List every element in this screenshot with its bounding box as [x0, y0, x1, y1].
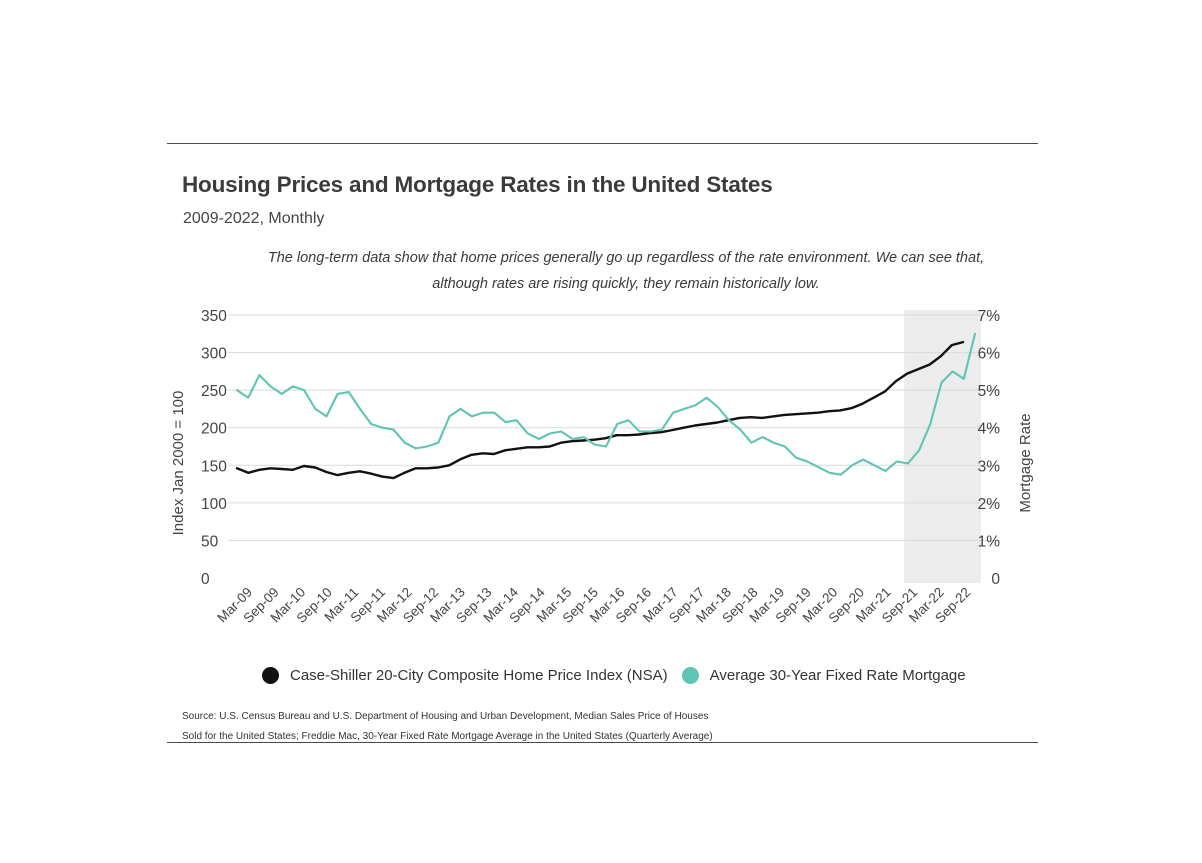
y-tick-left: 250: [201, 383, 227, 400]
highlight-band: [904, 310, 981, 583]
y-tick-right: 3%: [978, 458, 1001, 475]
chart-title: Housing Prices and Mortgage Rates in the…: [182, 172, 773, 197]
y-tick-left: 350: [201, 308, 227, 325]
y-tick-left: 200: [201, 421, 227, 438]
legend-dot-index: [262, 667, 279, 684]
y-tick-right: 5%: [978, 383, 1001, 400]
chart-note-line2: although rates are rising quickly, they …: [432, 276, 820, 292]
bottom-rule: [167, 742, 1038, 743]
y-axis-label-right: Mortgage Rate: [1017, 413, 1034, 512]
y-tick-left: 50: [201, 533, 219, 550]
y-tick-left: 0: [201, 571, 210, 588]
legend-item-rate: Average 30-Year Fixed Rate Mortgage: [681, 667, 966, 684]
y-tick-right: 0: [991, 571, 1000, 588]
y-tick-left: 100: [201, 496, 227, 513]
y-tick-left: 300: [201, 346, 227, 363]
y-tick-right: 2%: [978, 496, 1001, 513]
y-tick-right: 6%: [978, 346, 1001, 363]
chart-subtitle: 2009-2022, Monthly: [183, 210, 325, 227]
chart-legend: Case-Shiller 20-City Composite Home Pric…: [262, 667, 966, 684]
series-line-mortgage-rate: [235, 332, 977, 476]
source-line1: Source: U.S. Census Bureau and U.S. Depa…: [182, 711, 709, 722]
series-line-home-price-index: [235, 340, 965, 480]
y-tick-right: 4%: [978, 421, 1001, 438]
y-tick-right: 7%: [978, 308, 1001, 325]
top-rule: [167, 143, 1038, 144]
y-axis-label-left: Index Jan 2000 = 100: [170, 391, 187, 536]
chart-note-line1: The long-term data show that home prices…: [267, 250, 985, 266]
source-line2: Sold for the United States; Freddie Mac,…: [182, 731, 713, 742]
legend-dot-rate: [681, 667, 699, 684]
legend-label-rate: Average 30-Year Fixed Rate Mortgage: [709, 667, 966, 684]
legend-label-index: Case-Shiller 20-City Composite Home Pric…: [290, 667, 668, 684]
y-tick-right: 1%: [978, 533, 1001, 550]
legend-item-index: Case-Shiller 20-City Composite Home Pric…: [262, 667, 668, 684]
y-tick-left: 150: [201, 458, 227, 475]
